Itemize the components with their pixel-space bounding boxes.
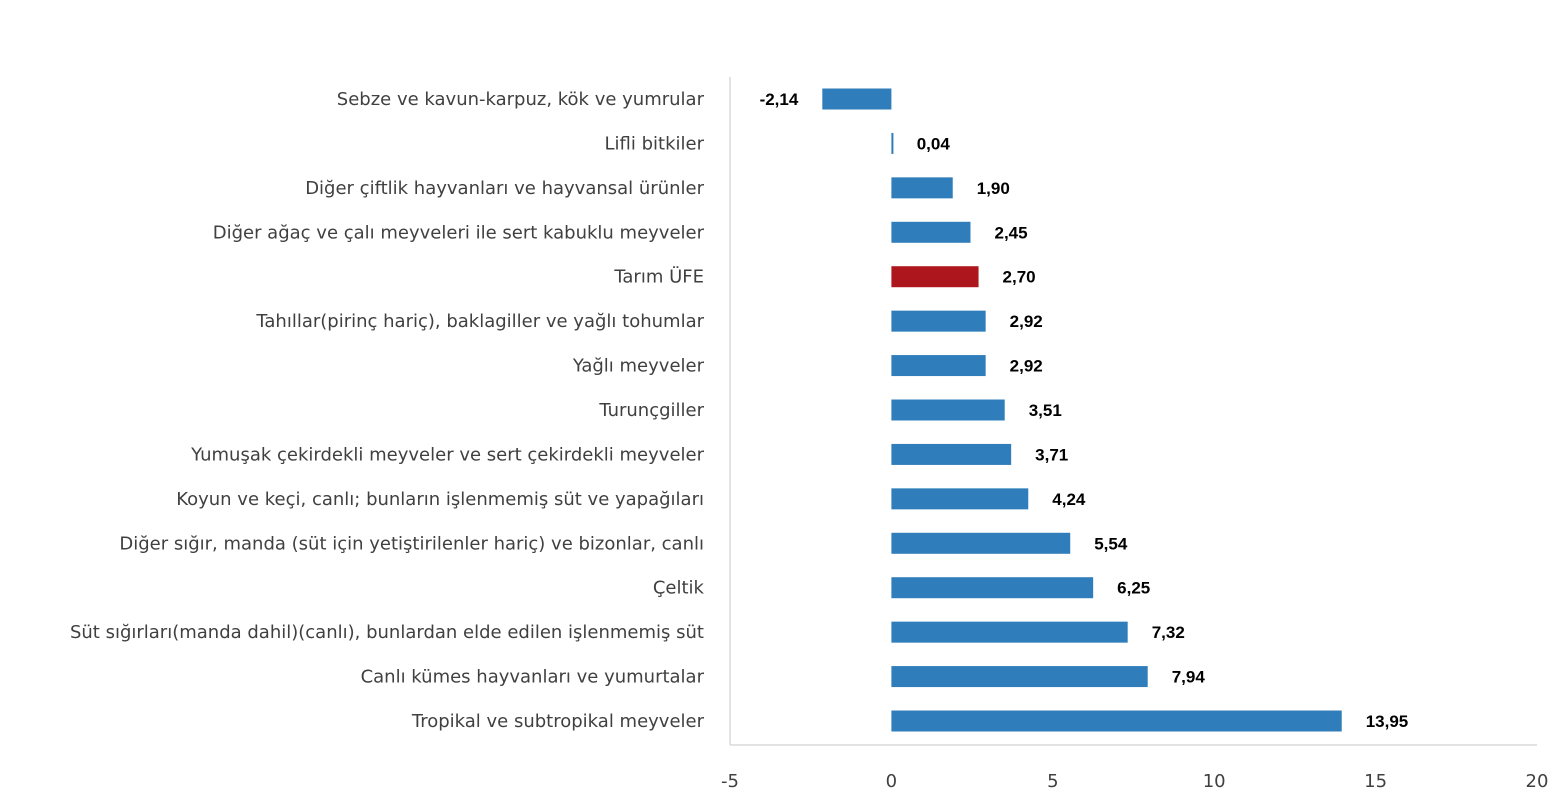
data-label: 4,24 [1052, 490, 1086, 509]
x-tick-label: 20 [1526, 771, 1549, 792]
category-label: Diğer sığır, manda (süt için yetiştirile… [119, 533, 704, 554]
bar [891, 177, 953, 199]
bar [891, 710, 1342, 732]
category-label: Çeltik [653, 578, 705, 599]
x-tick-label: 0 [886, 771, 897, 792]
data-label: 3,71 [1035, 445, 1068, 464]
category-label: Lifli bitkiler [605, 133, 705, 154]
bar [891, 532, 1071, 554]
category-labels: Sebze ve kavun-karpuz, kök ve yumrular Li… [70, 89, 705, 732]
data-label: 2,92 [1010, 357, 1043, 376]
category-label: Tahıllar(pirinç hariç), baklagiller ve y… [255, 311, 704, 332]
bar [891, 443, 1012, 465]
x-tick-label: 10 [1203, 771, 1226, 792]
data-label: 2,45 [994, 223, 1027, 242]
bar [822, 88, 892, 110]
x-tick-label: -5 [721, 771, 739, 792]
bar [891, 310, 986, 332]
bar [891, 488, 1029, 510]
data-label: 5,54 [1094, 534, 1128, 553]
axes [729, 77, 1537, 746]
data-label: -2,14 [760, 90, 799, 109]
category-label: Yumuşak çekirdekli meyveler ve sert çeki… [190, 444, 704, 465]
bar [891, 577, 1094, 599]
bar [891, 132, 894, 154]
category-label: Süt sığırları(manda dahil)(canlı), bunla… [70, 622, 704, 643]
category-label: Turunçgiller [598, 400, 704, 421]
bar [891, 621, 1128, 643]
category-label: Yağlı meyveler [572, 356, 705, 377]
data-label: 0,04 [917, 134, 951, 153]
data-label: 7,94 [1172, 668, 1206, 687]
x-tick-label: 5 [1047, 771, 1058, 792]
bar [891, 266, 979, 288]
category-label: Tarım ÜFE [613, 266, 704, 288]
bar [891, 355, 986, 377]
category-label: Canlı kümes hayvanları ve yumurtalar [361, 667, 705, 688]
data-label: 1,90 [977, 179, 1010, 198]
data-label: 3,51 [1029, 401, 1062, 420]
bars [822, 88, 1342, 732]
data-label: 6,25 [1117, 579, 1150, 598]
data-label: 2,70 [1003, 268, 1036, 287]
category-label: Tropikal ve subtropikal meyveler [411, 711, 705, 732]
data-label: 7,32 [1152, 623, 1185, 642]
x-tick-labels: -5 0 5 10 15 20 [721, 771, 1548, 792]
bar [891, 221, 971, 243]
data-label: 13,95 [1366, 712, 1409, 731]
data-label: 2,92 [1010, 312, 1043, 331]
category-label: Koyun ve keçi, canlı; bunların işlenmemi… [176, 489, 704, 510]
category-label: Sebze ve kavun-karpuz, kök ve yumrular [337, 89, 705, 110]
x-tick-label: 15 [1364, 771, 1387, 792]
bar [891, 666, 1148, 688]
data-labels: -2,14 0,04 1,90 2,45 2,70 2,92 2,92 3,51 3,71 4,2… [760, 90, 1409, 731]
category-label: Diğer çiftlik hayvanları ve hayvansal ür… [305, 178, 704, 199]
bar [891, 399, 1005, 421]
category-label: Diğer ağaç ve çalı meyveleri ile sert ka… [213, 222, 705, 243]
